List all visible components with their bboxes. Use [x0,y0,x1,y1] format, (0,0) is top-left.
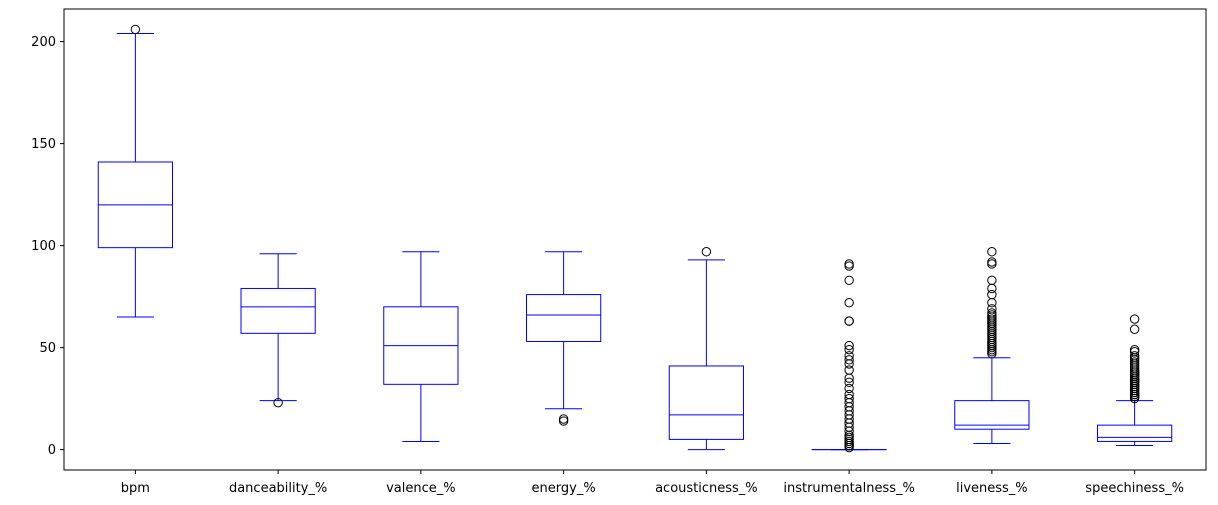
y-tick-label: 100 [31,239,56,254]
outlier-point [844,351,854,361]
x-tick-label: valence_% [386,481,456,496]
x-tick-label: instrumentalness_% [783,481,915,496]
box [526,294,602,342]
outlier-point [987,298,997,308]
box-group [526,251,602,426]
outlier-point [987,247,997,257]
y-tick-label: 150 [31,137,56,152]
box [668,365,744,440]
x-tick-label: liveness_% [956,481,1028,496]
outlier-point [273,397,283,408]
box [954,400,1030,430]
outlier-point [844,383,854,394]
outlier-point [1129,314,1140,324]
outlier-point [987,275,997,285]
outlier-point [844,340,854,351]
outlier-point [844,355,854,365]
outlier-point [987,289,997,300]
box-group [383,251,459,442]
outlier-point [844,377,854,387]
x-tick-label: speechiness_% [1085,481,1184,496]
box-group [811,259,887,453]
outlier-point [987,308,997,318]
outlier-point [844,316,854,326]
y-tick-label: 0 [48,443,56,458]
box-group [97,24,173,318]
x-tick-label: danceability_% [229,481,327,496]
y-tick-label: 200 [31,35,56,50]
outlier-point [844,275,854,285]
x-tick-label: bpm [121,481,150,496]
box [240,287,316,334]
outlier-point [558,414,569,424]
y-axis: 0 50 100 150 200 [31,35,64,458]
outlier-point [987,257,997,267]
plot-area [97,24,1173,453]
outlier-point [1129,351,1140,361]
outlier-point [844,344,854,355]
outlier-point [701,247,712,257]
y-tick-label: 50 [39,341,56,356]
outlier-point [844,393,854,404]
box-group [954,247,1030,444]
outlier-point [844,259,854,269]
box-group [240,253,316,408]
outlier-point [1129,324,1140,334]
box-group [1097,314,1173,447]
axes-frame [63,8,1207,471]
outlier-point [987,304,997,314]
outlier-point [130,24,141,35]
box-group [668,247,744,451]
outlier-point [844,365,854,375]
box [1097,424,1173,442]
outlier-point [844,389,854,400]
x-tick-label: acousticness_% [655,481,758,496]
outlier-point [844,261,854,271]
outlier-point [987,259,997,269]
outlier-point [844,298,854,308]
outlier-point [558,416,569,426]
x-tick-label: energy_% [532,481,596,496]
x-axis: bpm danceability_% valence_% energy_% acoust… [121,470,1184,496]
outlier-point [1129,344,1140,355]
outlier-point [987,283,997,294]
